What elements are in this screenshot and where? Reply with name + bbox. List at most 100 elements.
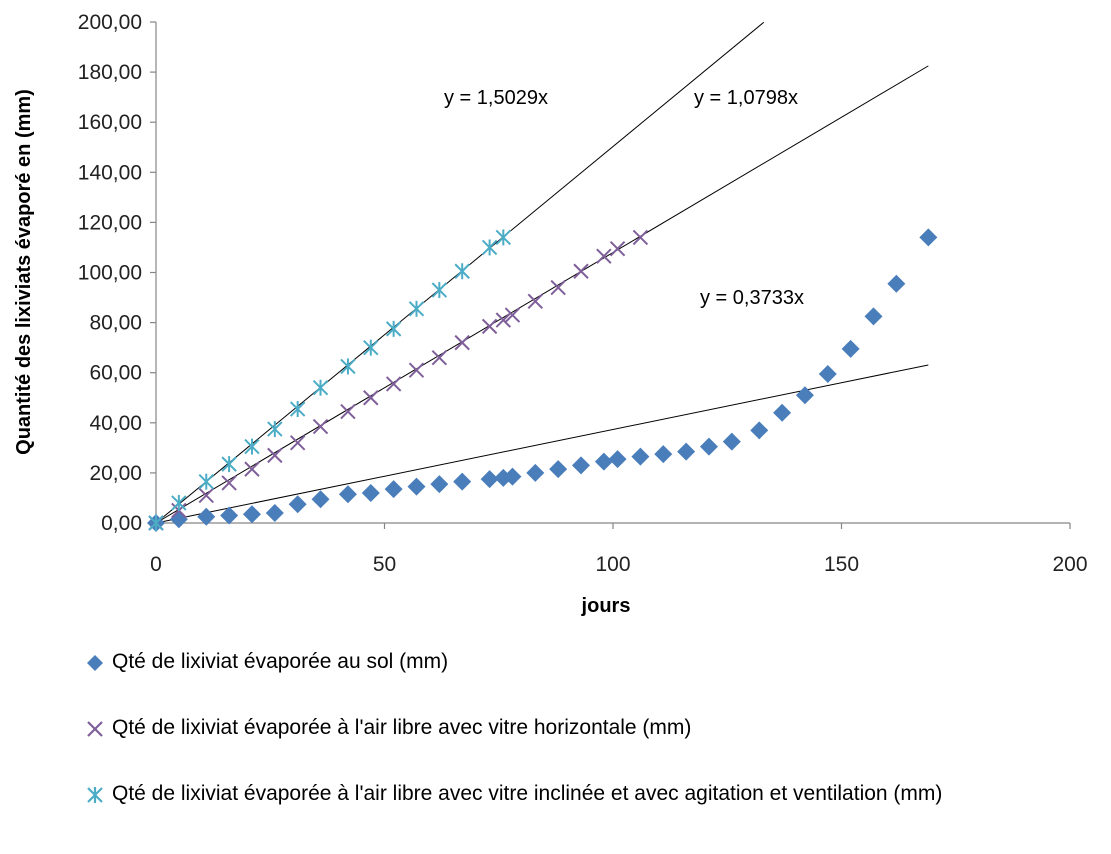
legend-label-vitre-horizontale: Qté de lixiviat évaporée à l'air libre a… — [112, 716, 692, 739]
data-point — [361, 483, 380, 502]
marker-stroke — [312, 418, 329, 435]
data-point — [244, 438, 260, 455]
data-point — [385, 376, 402, 392]
data-point — [608, 450, 627, 469]
diamond-marker — [677, 442, 696, 461]
diamond-marker — [773, 403, 792, 422]
diamond-marker — [288, 495, 307, 514]
data-point — [573, 263, 589, 279]
data-point — [148, 515, 164, 531]
data-point — [527, 293, 544, 310]
diamond-marker — [503, 467, 522, 486]
y-tick-label: 200,00 — [78, 11, 142, 34]
diamond-marker — [818, 364, 837, 383]
diamond-marker — [361, 483, 380, 502]
data-point — [722, 432, 741, 451]
marker-stroke — [267, 447, 283, 464]
data-point — [526, 463, 545, 482]
trendline-equation-label: y = 1,5029x — [444, 87, 548, 109]
diamond-marker — [242, 505, 261, 524]
marker-stroke — [454, 334, 470, 351]
data-point — [221, 475, 237, 491]
data-point — [454, 263, 470, 280]
diamond-marker — [608, 450, 627, 469]
data-point — [197, 507, 216, 526]
data-point — [338, 485, 357, 504]
data-point — [699, 437, 718, 456]
x-tick-label: 50 — [373, 553, 396, 576]
data-point — [408, 362, 425, 378]
x-tick-label: 150 — [824, 553, 859, 576]
y-tick-label: 60,00 — [89, 362, 142, 385]
data-point — [481, 318, 498, 335]
trendline-equation-label: y = 0,3733x — [700, 287, 804, 309]
legend-label-sol: Qté de lixiviat évaporée au sol (mm) — [112, 650, 449, 673]
y-axis-title: Quantité des lixiviats évaporé en (mm) — [13, 89, 35, 455]
data-point — [480, 470, 499, 489]
data-point — [773, 403, 792, 422]
marker-stroke — [504, 307, 521, 323]
data-point — [242, 505, 261, 524]
diamond-marker — [841, 339, 860, 358]
equation-labels: y = 0,3733x y = 1,0798x y = 1,5029x — [444, 87, 804, 309]
diamond-marker-icon — [87, 655, 103, 671]
data-point — [244, 461, 260, 477]
diamond-marker — [594, 452, 613, 471]
diamond-marker — [631, 447, 650, 466]
y-tick-label: 160,00 — [78, 111, 142, 134]
data-point — [340, 358, 356, 375]
data-point — [363, 390, 379, 406]
x-tick-label: 100 — [595, 553, 630, 576]
x-marker-icon — [87, 721, 103, 737]
data-point — [654, 445, 673, 464]
legend-item-sol: Qté de lixiviat évaporée au sol (mm) — [84, 648, 1104, 676]
data-point — [267, 447, 283, 464]
data-point — [289, 401, 306, 418]
marker-stroke — [431, 349, 448, 366]
data-point — [818, 364, 837, 383]
data-point — [340, 403, 356, 420]
scatter-chart: 0,00 20,00 40,00 60,00 80,00 100,00 120,00 140,… — [13, 11, 1088, 617]
x-axis-ticks: 0 50 100 150 200 — [150, 523, 1088, 576]
data-point — [311, 490, 330, 509]
data-point — [312, 418, 329, 435]
data-point — [363, 339, 379, 356]
marker-stroke — [340, 403, 356, 420]
data-point — [431, 349, 448, 366]
y-tick-label: 180,00 — [78, 61, 142, 84]
diamond-marker — [549, 460, 568, 479]
data-point — [503, 467, 522, 486]
diamond-marker — [480, 470, 499, 489]
data-point — [609, 240, 626, 257]
marker-stroke — [527, 293, 544, 310]
legend-item-vitre-horizontale: Qté de lixiviat évaporée à l'air libre a… — [84, 714, 1104, 742]
data-point — [504, 307, 521, 323]
diamond-marker — [572, 456, 591, 475]
diamond-marker — [795, 386, 814, 405]
diamond-marker — [887, 274, 906, 293]
data-point — [384, 480, 403, 499]
data-point — [594, 452, 613, 471]
marker-stroke — [408, 362, 425, 378]
data-point — [171, 494, 187, 511]
data-point — [495, 229, 512, 246]
data-point — [632, 229, 649, 246]
marker-stroke — [573, 263, 589, 279]
data-point — [198, 473, 214, 490]
diamond-marker — [919, 228, 938, 247]
data-point — [596, 248, 612, 264]
data-point — [312, 379, 329, 396]
data-point — [887, 274, 906, 293]
data-point — [481, 239, 498, 256]
data-point — [431, 282, 448, 299]
legend: Qté de lixiviat évaporée au sol (mm) Qté… — [84, 648, 1104, 808]
data-point — [550, 279, 566, 296]
data-point — [385, 320, 402, 337]
data-point — [265, 503, 284, 522]
y-tick-label: 100,00 — [78, 262, 142, 285]
y-tick-label: 140,00 — [78, 161, 142, 184]
y-tick-label: 20,00 — [89, 462, 142, 485]
diamond-marker — [430, 475, 449, 494]
legend-label-vitre-inclinee: Qté de lixiviat évaporée à l'air libre a… — [112, 782, 943, 805]
marker-stroke — [244, 461, 260, 477]
